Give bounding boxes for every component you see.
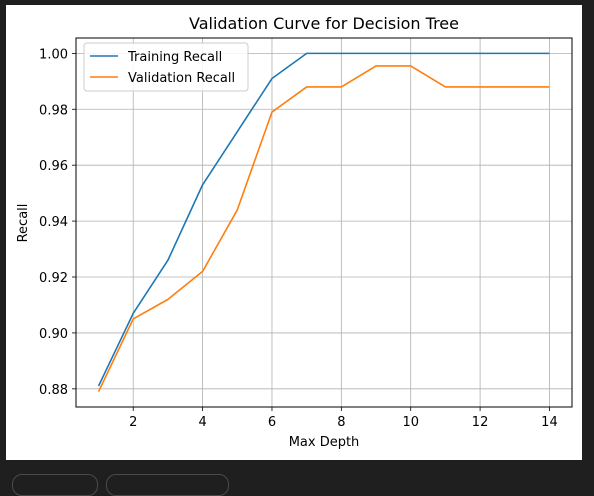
y-tick-label: 0.88 bbox=[39, 383, 68, 398]
x-tick-label: 12 bbox=[472, 415, 489, 430]
x-tick-label: 4 bbox=[198, 415, 206, 430]
x-tick-label: 14 bbox=[541, 415, 558, 430]
training-recall-line bbox=[97, 52, 550, 387]
output-tab-2[interactable] bbox=[106, 474, 229, 496]
x-tick-label: 10 bbox=[402, 415, 419, 430]
x-tick-label: 2 bbox=[129, 415, 137, 430]
x-axis-ticks: 2 4 6 8 10 12 14 bbox=[129, 407, 558, 430]
chart-figure: Validation Curve for Decision Tree 2 4 6 8 1… bbox=[6, 5, 582, 460]
y-tick-label: 0.94 bbox=[39, 215, 68, 230]
validation-curve-chart: Validation Curve for Decision Tree 2 4 6 8 1… bbox=[16, 14, 573, 450]
series-layer bbox=[97, 52, 550, 392]
y-tick-label: 0.98 bbox=[39, 103, 68, 118]
legend-label-training: Training Recall bbox=[127, 50, 222, 65]
y-tick-label: 0.92 bbox=[39, 271, 68, 286]
grid bbox=[76, 38, 572, 407]
y-tick-label: 0.96 bbox=[39, 159, 68, 174]
legend: Training Recall Validation Recall bbox=[83, 42, 249, 92]
validation-recall-line bbox=[97, 65, 550, 392]
axes-frame bbox=[75, 37, 573, 408]
legend-box bbox=[83, 42, 249, 92]
x-tick-label: 8 bbox=[337, 415, 345, 430]
chart-title: Validation Curve for Decision Tree bbox=[189, 14, 459, 33]
y-axis-label: Recall bbox=[16, 204, 31, 243]
x-tick-label: 6 bbox=[268, 415, 276, 430]
x-axis-label: Max Depth bbox=[289, 435, 360, 450]
y-tick-label: 1.00 bbox=[39, 47, 68, 62]
legend-label-validation: Validation Recall bbox=[128, 71, 235, 86]
y-tick-label: 0.90 bbox=[39, 327, 68, 342]
output-tab-1[interactable] bbox=[12, 474, 98, 496]
y-axis-ticks: 0.88 0.90 0.92 0.94 0.96 0.98 1.00 bbox=[39, 47, 76, 398]
